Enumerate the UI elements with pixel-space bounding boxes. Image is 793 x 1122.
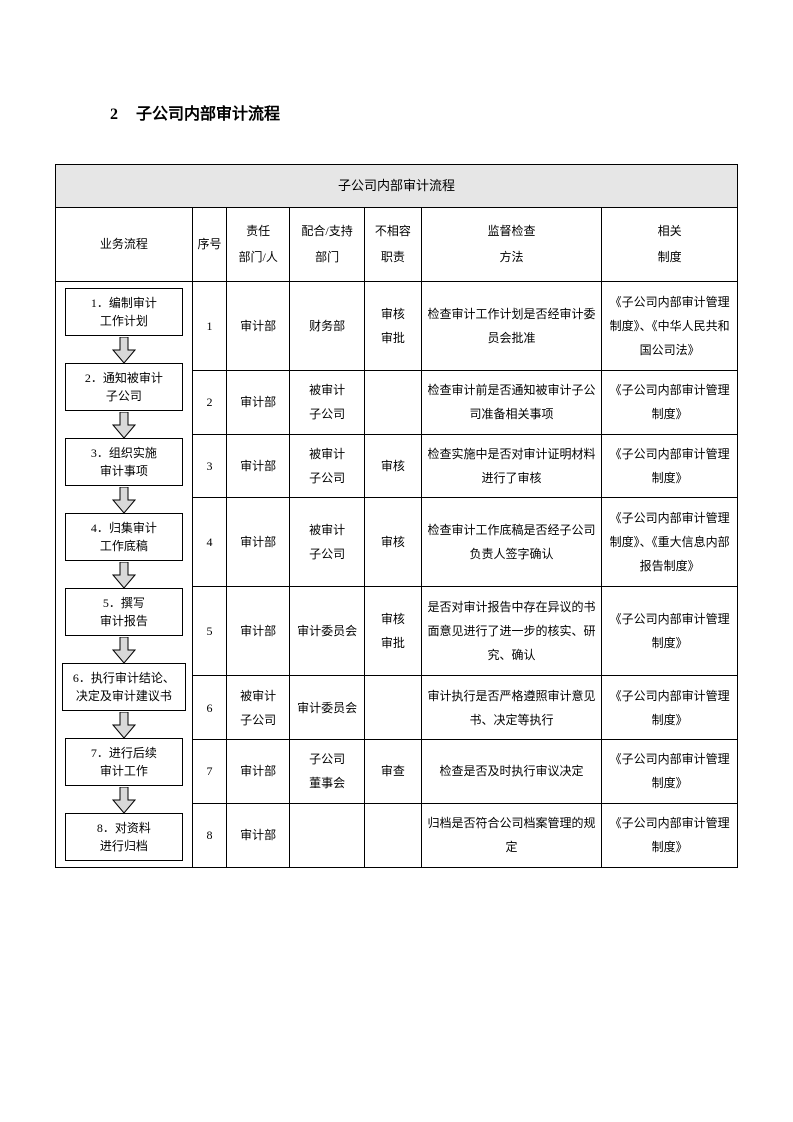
cell-method: 检查实施中是否对审计证明材料进行了审核 — [421, 434, 601, 498]
cell-seq: 1 — [192, 281, 226, 370]
cell-support: 财务部 — [290, 281, 365, 370]
audit-process-table: 子公司内部审计流程 业务流程 序号 责任部门/人 配合/支持部门 不相容职责 监… — [55, 164, 738, 868]
cell-method: 归档是否符合公司档案管理的规定 — [421, 803, 601, 867]
table-row: 1．编制审计工作计划 2．通知被审计子公司 3．组织实施审计事项 4．归集审计工… — [56, 281, 738, 370]
cell-support: 审计委员会 — [290, 587, 365, 676]
table-title-row: 子公司内部审计流程 — [56, 165, 738, 208]
cell-seq: 8 — [192, 803, 226, 867]
heading-number: 2 — [110, 106, 118, 123]
cell-dept: 被审计子公司 — [227, 676, 290, 740]
flowchart: 1．编制审计工作计划 2．通知被审计子公司 3．组织实施审计事项 4．归集审计工… — [60, 288, 188, 861]
cell-duty: 审核 — [365, 434, 422, 498]
hdr-seq: 序号 — [192, 208, 226, 282]
cell-system: 《子公司内部审计管理制度》 — [602, 740, 738, 804]
cell-dept: 审计部 — [227, 587, 290, 676]
cell-system: 《子公司内部审计管理制度》、《中华人民共和国公司法》 — [602, 281, 738, 370]
hdr-method: 监督检查方法 — [421, 208, 601, 282]
table-header-row: 业务流程 序号 责任部门/人 配合/支持部门 不相容职责 监督检查方法 相关制度 — [56, 208, 738, 282]
cell-duty — [365, 803, 422, 867]
cell-support — [290, 803, 365, 867]
cell-duty: 审核审批 — [365, 281, 422, 370]
cell-seq: 3 — [192, 434, 226, 498]
cell-seq: 4 — [192, 498, 226, 587]
flow-column: 1．编制审计工作计划 2．通知被审计子公司 3．组织实施审计事项 4．归集审计工… — [56, 281, 193, 867]
cell-support: 被审计子公司 — [290, 498, 365, 587]
cell-duty — [365, 676, 422, 740]
cell-support: 子公司董事会 — [290, 740, 365, 804]
flow-step: 1．编制审计工作计划 — [65, 288, 183, 336]
hdr-support: 配合/支持部门 — [290, 208, 365, 282]
cell-method: 检查审计工作计划是否经审计委员会批准 — [421, 281, 601, 370]
table-title: 子公司内部审计流程 — [56, 165, 738, 208]
cell-system: 《子公司内部审计管理制度》 — [602, 803, 738, 867]
flow-step: 5．撰写审计报告 — [65, 588, 183, 636]
cell-support: 被审计子公司 — [290, 370, 365, 434]
cell-dept: 审计部 — [227, 498, 290, 587]
cell-dept: 审计部 — [227, 281, 290, 370]
flow-step: 4．归集审计工作底稿 — [65, 513, 183, 561]
cell-system: 《子公司内部审计管理制度》 — [602, 370, 738, 434]
cell-seq: 5 — [192, 587, 226, 676]
cell-duty: 审查 — [365, 740, 422, 804]
cell-method: 检查是否及时执行审议决定 — [421, 740, 601, 804]
flow-step: 6．执行审计结论、决定及审计建议书 — [62, 663, 186, 711]
cell-system: 《子公司内部审计管理制度》 — [602, 587, 738, 676]
cell-method: 审计执行是否严格遵照审计意见书、决定等执行 — [421, 676, 601, 740]
cell-method: 检查审计前是否通知被审计子公司准备相关事项 — [421, 370, 601, 434]
cell-support: 被审计子公司 — [290, 434, 365, 498]
cell-dept: 审计部 — [227, 370, 290, 434]
hdr-system: 相关制度 — [602, 208, 738, 282]
cell-dept: 审计部 — [227, 740, 290, 804]
section-heading: 2 子公司内部审计流程 — [110, 100, 738, 124]
cell-seq: 7 — [192, 740, 226, 804]
flow-step: 3．组织实施审计事项 — [65, 438, 183, 486]
flow-step: 7．进行后续审计工作 — [65, 738, 183, 786]
cell-dept: 审计部 — [227, 803, 290, 867]
cell-method: 检查审计工作底稿是否经子公司负责人签字确认 — [421, 498, 601, 587]
cell-seq: 2 — [192, 370, 226, 434]
flow-step: 8．对资料进行归档 — [65, 813, 183, 861]
cell-support: 审计委员会 — [290, 676, 365, 740]
hdr-flow: 业务流程 — [56, 208, 193, 282]
cell-system: 《子公司内部审计管理制度》 — [602, 676, 738, 740]
cell-dept: 审计部 — [227, 434, 290, 498]
heading-text: 子公司内部审计流程 — [136, 106, 280, 123]
flow-step: 2．通知被审计子公司 — [65, 363, 183, 411]
cell-duty — [365, 370, 422, 434]
hdr-duty: 不相容职责 — [365, 208, 422, 282]
cell-duty: 审核 — [365, 498, 422, 587]
cell-seq: 6 — [192, 676, 226, 740]
cell-system: 《子公司内部审计管理制度》、《重大信息内部报告制度》 — [602, 498, 738, 587]
cell-duty: 审核审批 — [365, 587, 422, 676]
cell-system: 《子公司内部审计管理制度》 — [602, 434, 738, 498]
cell-method: 是否对审计报告中存在异议的书面意见进行了进一步的核实、研究、确认 — [421, 587, 601, 676]
hdr-dept: 责任部门/人 — [227, 208, 290, 282]
